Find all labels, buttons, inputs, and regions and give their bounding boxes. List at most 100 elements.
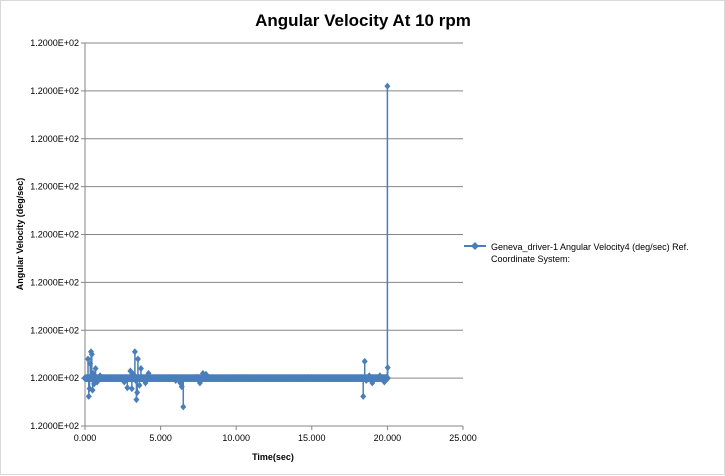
band-marker	[149, 374, 157, 383]
band-marker	[293, 374, 301, 383]
band-marker	[111, 374, 119, 383]
data-point	[83, 374, 90, 382]
y-tick-label: 1.2000E+02	[30, 277, 79, 287]
band-marker	[346, 374, 354, 383]
x-tick-label: 0.000	[74, 433, 97, 443]
band-marker	[289, 374, 297, 383]
data-point	[383, 373, 390, 381]
legend: Geneva_driver-1 Angular Velocity4 (deg/s…	[464, 241, 714, 265]
data-point	[87, 360, 94, 368]
band-marker	[285, 374, 293, 383]
band-marker	[145, 374, 153, 383]
y-axis-title: Angular Velocity (deg/sec)	[15, 178, 25, 291]
y-tick-label: 1.2000E+02	[30, 230, 79, 240]
data-point	[360, 392, 367, 400]
y-tick-label: 1.2000E+02	[30, 38, 79, 48]
band-marker	[342, 374, 350, 383]
chart-title: Angular Velocity At 10 rpm	[255, 11, 471, 30]
data-point	[376, 372, 383, 380]
band-marker	[278, 374, 286, 383]
y-tick-label: 1.2000E+02	[30, 182, 79, 192]
series-0	[81, 82, 391, 411]
x-tick-label: 25.000	[449, 433, 477, 443]
data-point	[172, 377, 179, 385]
band-marker	[225, 374, 233, 383]
band-marker	[107, 374, 115, 383]
band-marker	[274, 374, 282, 383]
band-marker	[213, 374, 221, 383]
legend-swatch	[464, 242, 486, 250]
band-marker	[353, 374, 361, 383]
band-marker	[323, 374, 331, 383]
band-marker	[312, 374, 320, 383]
data-point	[363, 377, 370, 385]
band-marker	[228, 374, 236, 383]
band-marker	[221, 374, 229, 383]
band-marker	[270, 374, 278, 383]
band-marker	[153, 374, 161, 383]
band-marker	[160, 374, 168, 383]
data-point	[85, 355, 92, 363]
band-marker	[157, 374, 165, 383]
x-tick-label: 10.000	[222, 433, 250, 443]
data-point	[134, 388, 141, 396]
data-point	[88, 350, 95, 358]
data-point	[142, 379, 149, 387]
band-marker	[251, 374, 259, 383]
data-point	[90, 369, 97, 377]
band-marker	[266, 374, 274, 383]
x-tick-label: 20.000	[374, 433, 402, 443]
data-point	[89, 386, 96, 394]
data-point	[202, 370, 209, 378]
band-marker	[244, 374, 252, 383]
x-axis-title: Time(sec)	[252, 452, 294, 462]
x-tick-label: 15.000	[298, 433, 326, 443]
band-marker	[217, 374, 225, 383]
band-marker	[300, 374, 308, 383]
tick-labels: 1.2000E+02 1.2000E+02 1.2000E+02 1.2000E+02…	[30, 38, 477, 443]
band-marker	[281, 374, 289, 383]
band-marker	[349, 374, 357, 383]
data-point	[178, 383, 185, 391]
band-marker	[187, 374, 195, 383]
band-marker	[296, 374, 304, 383]
data-point	[384, 82, 391, 90]
data-point	[92, 365, 99, 373]
band-marker	[262, 374, 270, 383]
band-marker	[327, 374, 335, 383]
band-marker	[304, 374, 312, 383]
band-marker	[115, 374, 123, 383]
data-point	[131, 348, 138, 356]
y-tick-label: 1.2000E+02	[30, 325, 79, 335]
band-marker	[206, 374, 214, 383]
band-marker	[308, 374, 316, 383]
data-point	[124, 384, 131, 392]
data-point	[121, 378, 128, 386]
y-tick-label: 1.2000E+02	[30, 373, 79, 383]
band-marker	[247, 374, 255, 383]
data-point	[145, 369, 152, 377]
data-point	[133, 396, 140, 404]
band-marker	[259, 374, 267, 383]
data-point	[180, 403, 187, 411]
legend-label: Geneva_driver-1 Angular Velocity4 (deg/s…	[491, 242, 689, 264]
data-point	[361, 357, 368, 365]
band-marker	[330, 374, 338, 383]
data-point	[193, 373, 200, 381]
y-tick-label: 1.2000E+02	[30, 86, 79, 96]
band-marker	[210, 374, 218, 383]
data-point	[97, 372, 104, 380]
data-point	[94, 378, 101, 386]
data-point	[196, 379, 203, 387]
band-marker	[315, 374, 323, 383]
band-marker	[319, 374, 327, 383]
data-point	[369, 379, 376, 387]
band-marker	[236, 374, 244, 383]
data-point	[134, 355, 141, 363]
data-point	[136, 381, 143, 389]
series-layer	[81, 82, 391, 411]
data-point	[130, 370, 137, 378]
band-marker	[104, 374, 112, 383]
band-marker	[338, 374, 346, 383]
